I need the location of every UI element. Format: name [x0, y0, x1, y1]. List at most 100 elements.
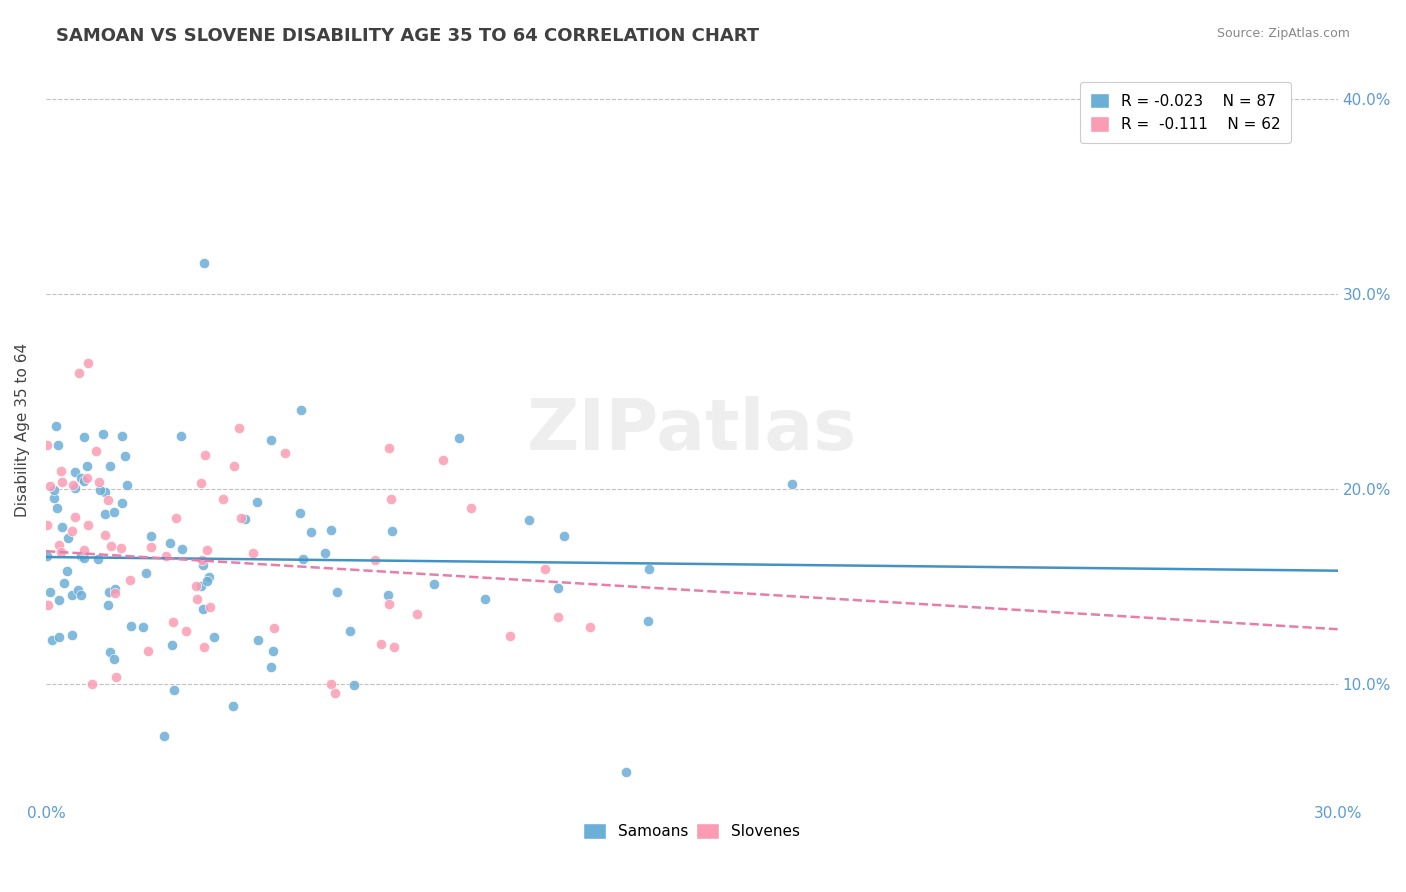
- Slovenes: [35, 517, 58, 532]
- Samoans: [474, 591, 496, 606]
- Samoans: [326, 585, 349, 599]
- Slovenes: [370, 637, 392, 651]
- Slovenes: [263, 621, 285, 635]
- Samoans: [46, 438, 69, 452]
- Samoans: [86, 552, 108, 566]
- Slovenes: [77, 517, 100, 532]
- Slovenes: [194, 448, 217, 462]
- Samoans: [247, 633, 270, 648]
- Slovenes: [49, 464, 72, 478]
- Slovenes: [323, 686, 346, 700]
- Slovenes: [186, 579, 208, 593]
- Slovenes: [193, 640, 215, 654]
- Samoans: [111, 496, 134, 510]
- Slovenes: [579, 620, 602, 634]
- Samoans: [314, 546, 336, 560]
- Slovenes: [76, 471, 98, 485]
- Samoans: [319, 523, 342, 537]
- Samoans: [423, 577, 446, 591]
- Slovenes: [104, 670, 127, 684]
- Slovenes: [37, 438, 59, 452]
- Samoans: [120, 619, 142, 633]
- Samoans: [637, 614, 659, 628]
- Slovenes: [229, 511, 252, 525]
- Samoans: [343, 678, 366, 692]
- Samoans: [63, 465, 86, 479]
- Samoans: [339, 624, 361, 638]
- Samoans: [44, 491, 66, 505]
- Samoans: [139, 528, 162, 542]
- Samoans: [111, 429, 134, 443]
- Slovenes: [186, 592, 208, 607]
- Slovenes: [190, 475, 212, 490]
- Samoans: [291, 552, 314, 566]
- Slovenes: [380, 492, 402, 507]
- Samoans: [152, 729, 174, 743]
- Slovenes: [38, 479, 60, 493]
- Slovenes: [48, 538, 70, 552]
- Slovenes: [176, 624, 198, 639]
- Slovenes: [110, 541, 132, 556]
- Samoans: [72, 551, 94, 566]
- Slovenes: [82, 677, 104, 691]
- Samoans: [45, 418, 67, 433]
- Slovenes: [222, 458, 245, 473]
- Samoans: [135, 566, 157, 580]
- Slovenes: [228, 421, 250, 435]
- Samoans: [48, 593, 70, 607]
- Slovenes: [191, 553, 214, 567]
- Samoans: [260, 659, 283, 673]
- Slovenes: [155, 549, 177, 564]
- Slovenes: [87, 475, 110, 489]
- Samoans: [42, 483, 65, 497]
- Slovenes: [319, 677, 342, 691]
- Slovenes: [212, 491, 235, 506]
- Slovenes: [60, 524, 83, 538]
- Slovenes: [94, 528, 117, 542]
- Slovenes: [198, 599, 221, 614]
- Samoans: [163, 682, 186, 697]
- Text: ZIPatlas: ZIPatlas: [527, 396, 856, 465]
- Slovenes: [499, 629, 522, 643]
- Samoans: [69, 471, 91, 485]
- Slovenes: [136, 644, 159, 658]
- Samoans: [67, 582, 90, 597]
- Legend: Samoans, Slovenes: Samoans, Slovenes: [576, 817, 807, 845]
- Samoans: [132, 620, 155, 634]
- Samoans: [114, 449, 136, 463]
- Samoans: [290, 403, 312, 417]
- Samoans: [190, 579, 212, 593]
- Samoans: [41, 632, 63, 647]
- Samoans: [288, 506, 311, 520]
- Samoans: [48, 631, 70, 645]
- Slovenes: [547, 610, 569, 624]
- Samoans: [195, 574, 218, 589]
- Samoans: [517, 513, 540, 527]
- Samoans: [58, 532, 80, 546]
- Slovenes: [534, 562, 557, 576]
- Slovenes: [382, 640, 405, 655]
- Samoans: [38, 585, 60, 599]
- Slovenes: [49, 544, 72, 558]
- Samoans: [52, 575, 75, 590]
- Slovenes: [84, 443, 107, 458]
- Slovenes: [273, 446, 295, 460]
- Slovenes: [100, 539, 122, 553]
- Samoans: [35, 549, 58, 564]
- Samoans: [56, 565, 79, 579]
- Samoans: [60, 588, 83, 602]
- Samoans: [73, 474, 96, 488]
- Slovenes: [141, 541, 163, 555]
- Slovenes: [377, 441, 399, 455]
- Samoans: [638, 562, 661, 576]
- Samoans: [76, 458, 98, 473]
- Samoans: [91, 427, 114, 442]
- Samoans: [89, 483, 111, 497]
- Samoans: [103, 504, 125, 518]
- Samoans: [97, 585, 120, 599]
- Samoans: [782, 476, 804, 491]
- Samoans: [246, 495, 269, 509]
- Slovenes: [460, 501, 482, 516]
- Slovenes: [378, 597, 401, 611]
- Slovenes: [162, 615, 184, 630]
